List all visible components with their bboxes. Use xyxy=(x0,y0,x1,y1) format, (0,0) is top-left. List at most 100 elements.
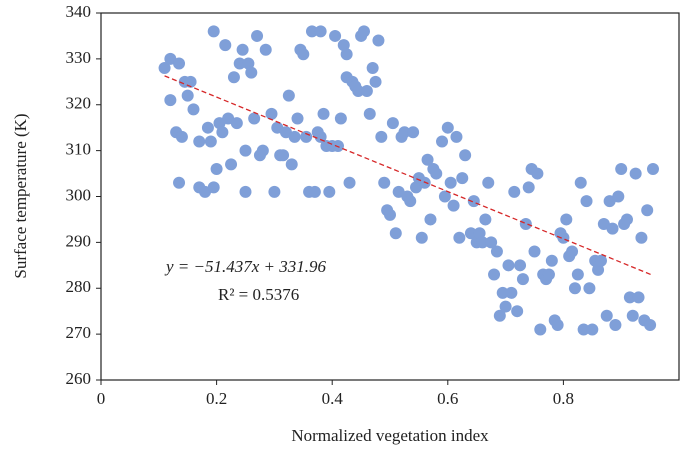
point xyxy=(545,254,558,267)
point xyxy=(363,107,376,120)
point xyxy=(615,162,628,175)
point xyxy=(459,149,472,162)
point xyxy=(340,48,353,61)
point xyxy=(479,213,492,226)
point xyxy=(366,62,379,75)
point xyxy=(225,158,238,171)
point xyxy=(577,323,590,336)
y-tick-label: 310 xyxy=(66,140,92,159)
y-axis-label: Surface temperature (K) xyxy=(11,113,30,278)
equation: y = −51.437x + 331.96 xyxy=(164,257,327,276)
y-tick-label: 300 xyxy=(66,185,92,204)
y-tick-label: 330 xyxy=(66,48,92,67)
point xyxy=(308,185,321,198)
point xyxy=(239,144,252,157)
point xyxy=(424,213,437,226)
point xyxy=(609,318,622,331)
point xyxy=(389,227,402,240)
point xyxy=(201,121,214,134)
point xyxy=(566,245,579,258)
point xyxy=(384,208,396,221)
point xyxy=(398,126,411,139)
point xyxy=(531,167,544,180)
point xyxy=(256,144,269,157)
point xyxy=(493,309,506,322)
point xyxy=(421,153,434,166)
point xyxy=(528,245,541,258)
point xyxy=(323,185,336,198)
x-tick-label: 0.8 xyxy=(553,389,574,408)
point xyxy=(300,130,313,143)
point xyxy=(436,135,449,148)
point xyxy=(164,94,177,107)
point xyxy=(277,149,290,162)
point xyxy=(317,107,330,120)
point xyxy=(378,176,391,189)
point xyxy=(360,84,373,97)
point xyxy=(482,176,495,189)
point xyxy=(502,259,515,272)
point xyxy=(175,130,188,143)
point xyxy=(291,112,304,125)
point xyxy=(496,286,509,299)
point xyxy=(464,227,477,240)
point xyxy=(629,167,642,180)
point xyxy=(583,282,596,295)
point xyxy=(265,107,278,120)
point xyxy=(207,25,220,38)
point xyxy=(259,43,272,56)
point xyxy=(574,176,587,189)
trendline xyxy=(164,75,654,277)
point xyxy=(430,167,443,180)
point xyxy=(600,309,613,322)
y-tick-label: 270 xyxy=(66,323,92,342)
point xyxy=(173,176,186,189)
point xyxy=(594,254,607,267)
point xyxy=(288,130,301,143)
point xyxy=(372,34,385,47)
point xyxy=(646,162,659,175)
point xyxy=(204,135,217,148)
point xyxy=(210,162,223,175)
point xyxy=(248,112,261,125)
point xyxy=(641,204,654,217)
point xyxy=(415,231,428,244)
point xyxy=(314,130,327,143)
point xyxy=(193,135,206,148)
point xyxy=(337,39,350,52)
point xyxy=(216,126,229,139)
point xyxy=(644,318,657,331)
point xyxy=(236,43,249,56)
point xyxy=(522,181,535,194)
point xyxy=(568,282,581,295)
point xyxy=(499,300,512,313)
point xyxy=(438,190,451,203)
point xyxy=(534,323,547,336)
point xyxy=(444,176,457,189)
point xyxy=(343,176,356,189)
point xyxy=(485,236,498,249)
point xyxy=(508,185,521,198)
point xyxy=(230,117,243,130)
point xyxy=(404,195,417,208)
point xyxy=(488,268,501,281)
point xyxy=(181,89,194,102)
x-tick-label: 0 xyxy=(97,389,106,408)
point xyxy=(297,48,310,61)
x-tick-label: 0.4 xyxy=(322,389,344,408)
point xyxy=(386,117,399,130)
point xyxy=(242,57,255,70)
point xyxy=(329,29,342,42)
point xyxy=(580,195,593,208)
point xyxy=(612,190,625,203)
r-squared: R² = 0.5376 xyxy=(218,285,299,304)
x-axis-label: Normalized vegetation index xyxy=(291,426,489,445)
point xyxy=(173,57,186,70)
point xyxy=(334,112,347,125)
point xyxy=(239,185,252,198)
point xyxy=(450,130,463,143)
point xyxy=(551,318,564,331)
point xyxy=(369,75,382,88)
point xyxy=(632,291,645,304)
